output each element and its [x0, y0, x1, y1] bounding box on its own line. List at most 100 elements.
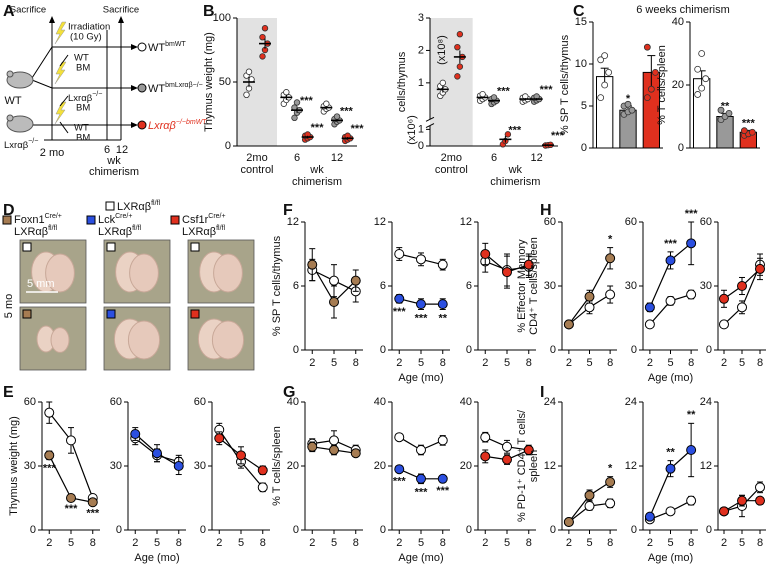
arrowhead	[49, 16, 55, 23]
panel-label: B	[203, 3, 215, 20]
x-tick-label: 8	[688, 537, 694, 549]
data-point	[563, 319, 574, 330]
x-tick-label: 5	[667, 537, 673, 549]
x-tick-label: 12	[531, 152, 543, 164]
y-tick-label: 20	[374, 460, 386, 472]
legend-label: LXRαβfl/fl	[14, 225, 57, 238]
y-tick-label: 12	[700, 460, 712, 472]
irradiation-label: (10 Gy)	[70, 32, 102, 43]
y-axis-label: Thymus weight (mg)	[203, 32, 215, 132]
data-point	[236, 450, 246, 461]
data-point	[605, 289, 616, 300]
y-tick-label: 60	[24, 396, 36, 408]
panel-label: A	[3, 3, 15, 20]
panel-title: 6 weeks chimerism	[636, 4, 730, 16]
data-point	[257, 482, 268, 493]
data-point	[644, 319, 655, 330]
data-point	[698, 84, 706, 92]
x-tick-label: 12	[331, 152, 343, 164]
y-tick-label: 15	[575, 16, 587, 28]
y-tick-label: 0	[418, 140, 424, 152]
y-tick-label: 30	[544, 280, 556, 292]
data-point	[698, 50, 706, 57]
y-tick-label: 0	[550, 524, 556, 536]
data-point	[437, 299, 448, 310]
data-point	[437, 473, 448, 484]
data-point	[665, 506, 676, 517]
significance: ***	[497, 86, 511, 98]
significance: ***	[436, 485, 450, 497]
age-label: 5 mo	[3, 294, 15, 318]
y-tick-label: 40	[287, 396, 299, 408]
significance: **	[666, 447, 675, 459]
mouse-icon	[6, 70, 14, 78]
x-tick-sublabel: control	[240, 164, 273, 176]
superscript: Cre/+	[45, 213, 62, 220]
x-tick-label: 5	[154, 537, 160, 549]
photo-panel: LXRαβfl/fl 5 mo Foxn1Cre/+LXRαβfl/flLckC…	[2, 200, 255, 371]
significance: ***	[351, 123, 365, 135]
data-point	[584, 291, 595, 302]
data-point	[329, 445, 339, 455]
y-axis-label: cells/thymus	[396, 51, 408, 112]
data-point	[737, 281, 747, 291]
y-tick-label: 0	[466, 344, 472, 356]
legend-label: Foxn1Cre/+	[14, 213, 62, 226]
axis-unit: (x10⁶)	[406, 115, 418, 145]
data-point	[694, 91, 702, 98]
data-point	[597, 56, 605, 64]
significance: ***	[300, 95, 314, 107]
data-point	[523, 445, 534, 455]
data-point	[686, 238, 697, 249]
data-point	[584, 501, 595, 511]
significance: ***	[311, 122, 325, 134]
data-point	[437, 435, 448, 446]
x-tick-label: 5	[739, 537, 745, 549]
donor-label: Lxrαβ−/−	[68, 91, 102, 104]
thymus-lobe	[127, 320, 161, 360]
x-tick-label: 2mo	[246, 152, 267, 164]
recipient-label: WT	[4, 95, 21, 107]
legend-label: LXRαβfl/fl	[182, 225, 225, 238]
text: WT	[148, 42, 165, 54]
text: WT	[148, 83, 165, 95]
donor-label: BM	[76, 103, 90, 114]
x-tick-label: 8	[757, 357, 763, 369]
y-tick-label: 0	[293, 344, 299, 356]
photo-swatch	[190, 242, 200, 252]
axis-break	[425, 116, 435, 128]
significance: ***	[43, 463, 57, 475]
x-tick-label: 2	[647, 537, 653, 549]
legend-swatch	[2, 215, 12, 225]
y-tick-label: 0	[581, 142, 587, 154]
y-tick-label: 60	[544, 216, 556, 228]
y-tick-label: 0	[631, 524, 637, 536]
data-point	[584, 302, 595, 313]
data-point	[719, 293, 729, 304]
significance: ***	[393, 475, 407, 487]
y-tick-label: 30	[194, 460, 206, 472]
data-point	[245, 68, 253, 75]
significance: ***	[86, 507, 100, 519]
y-tick-label: 24	[625, 396, 637, 408]
x-tick-label: 8	[353, 537, 359, 549]
y-axis-label: % PD-1⁺ CD4⁺ T cells/	[516, 409, 528, 522]
superscript: −/−bmWT	[176, 119, 207, 126]
y-tick-label: 0	[225, 140, 231, 152]
donor-label: WT	[74, 123, 89, 134]
x-tick-label: 2	[482, 537, 488, 549]
panel-label: F	[283, 202, 293, 219]
significance: ***	[540, 84, 554, 96]
data-point	[130, 429, 141, 439]
x-tick-label: 8	[176, 537, 182, 549]
x-tick-label: 5	[418, 357, 424, 369]
data-point	[719, 319, 729, 330]
text: Lxrαβ	[148, 120, 177, 132]
sacrifice-label: Sacrifice	[103, 5, 139, 16]
data-point	[416, 445, 426, 455]
shaded-region	[430, 18, 473, 146]
y-tick-label: 50	[219, 76, 231, 88]
data-point	[479, 91, 486, 98]
y-tick-label: 5	[581, 100, 587, 112]
arrowhead	[131, 44, 138, 50]
